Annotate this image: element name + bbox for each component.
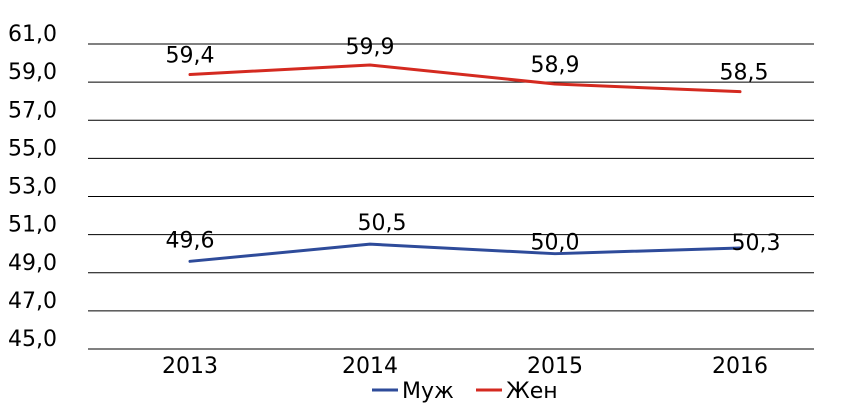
data-label: 58,5: [720, 61, 769, 86]
y-tick-label: 47,0: [8, 289, 57, 314]
series-layer: 49,6 50,5 50,0 50,3 59,4 59,9 58,9 58,5: [166, 35, 781, 263]
data-label: 59,9: [346, 35, 395, 60]
series-line-zhen: [188, 63, 742, 94]
legend: Муж Жен: [372, 379, 558, 404]
y-tick-label: 53,0: [8, 175, 57, 200]
series-line-muzh: [188, 242, 742, 263]
y-tick-label: 59,0: [8, 60, 57, 85]
data-label: 58,9: [531, 53, 580, 78]
data-label: 49,6: [166, 228, 215, 253]
legend-label: Жен: [506, 379, 558, 404]
x-tick-label: 2014: [342, 354, 398, 379]
x-tick-label: 2015: [527, 354, 583, 379]
data-label: 59,4: [166, 44, 215, 69]
y-tick-label: 61,0: [8, 22, 57, 47]
legend-label: Муж: [402, 379, 454, 404]
data-label: 50,5: [358, 211, 407, 236]
y-tick-label: 49,0: [8, 251, 57, 276]
data-label: 50,3: [732, 231, 781, 256]
x-tick-label: 2013: [162, 354, 218, 379]
y-tick-label: 55,0: [8, 136, 57, 161]
gridlines: [88, 43, 814, 350]
y-tick-label: 45,0: [8, 327, 57, 352]
x-axis: 2013 2014 2015 2016: [162, 354, 768, 379]
x-tick-label: 2016: [712, 354, 768, 379]
y-tick-label: 57,0: [8, 98, 57, 123]
data-label: 50,0: [531, 231, 580, 256]
y-axis: 45,0 47,0 49,0 51,0 53,0 55,0 57,0 59,0 61,0: [8, 22, 57, 352]
y-tick-label: 51,0: [8, 213, 57, 238]
